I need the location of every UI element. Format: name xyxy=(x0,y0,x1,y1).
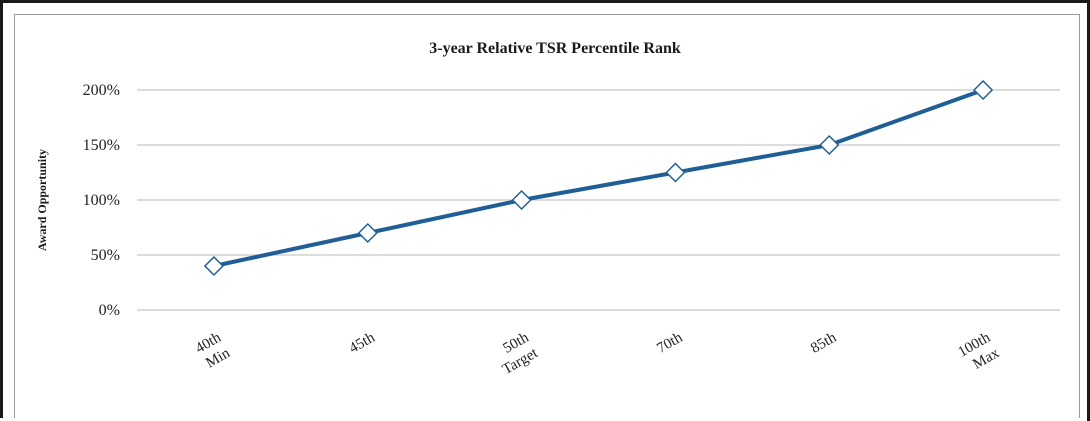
y-tick-label: 200% xyxy=(83,82,120,99)
y-tick-label: 0% xyxy=(99,302,120,319)
data-point-marker xyxy=(357,222,378,244)
y-axis-ticks: 0% 50% 100% 150% 200% xyxy=(83,82,120,319)
series-layer xyxy=(203,79,994,277)
y-axis-label: Award Opportunity xyxy=(35,149,49,251)
series-line xyxy=(213,88,984,268)
y-tick-label: 50% xyxy=(91,247,120,264)
x-tick-label-line: 70th xyxy=(654,329,686,356)
data-point-marker xyxy=(973,79,994,101)
data-point-marker xyxy=(511,189,532,211)
data-point-marker xyxy=(665,162,686,183)
y-tick-label: 150% xyxy=(83,137,120,154)
x-tick-label: 70th xyxy=(654,329,686,356)
y-tick-label: 100% xyxy=(83,192,120,209)
data-point-marker xyxy=(203,255,224,277)
x-tick-label-line: 85th xyxy=(808,329,840,356)
chart-area-border xyxy=(14,14,1080,418)
chart-title: 3-year Relative TSR Percentile Rank xyxy=(429,40,681,57)
x-tick-label: 85th xyxy=(808,329,840,356)
gridlines xyxy=(137,89,1060,311)
x-tick-label: 45th xyxy=(347,329,379,356)
data-point-marker xyxy=(819,134,840,156)
x-tick-label-line: 45th xyxy=(347,329,379,356)
